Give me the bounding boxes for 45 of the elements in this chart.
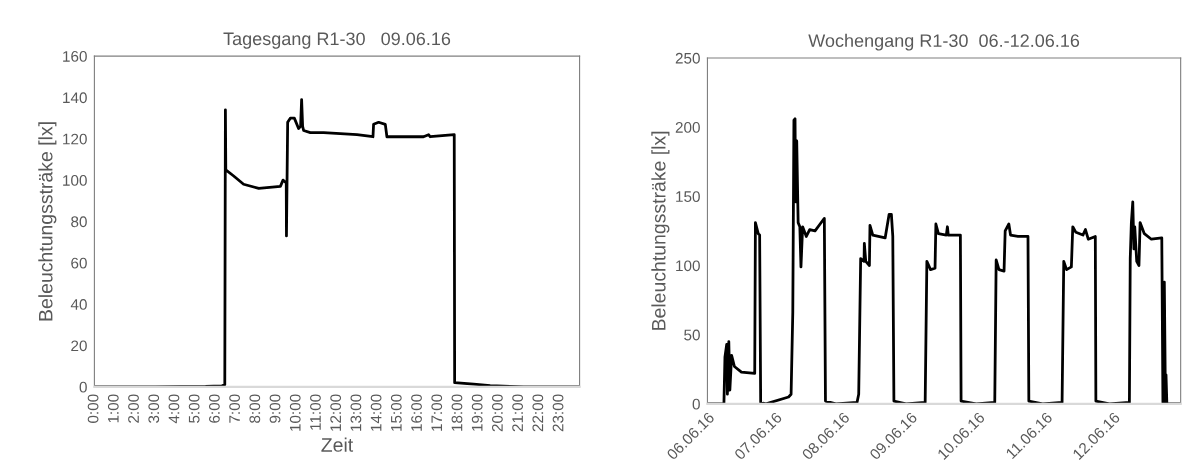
x-tick-label: 0:00 bbox=[87, 394, 99, 423]
x-tick-label: 1:00 bbox=[107, 394, 119, 423]
x-tick-label: 20:00 bbox=[492, 394, 503, 432]
y-axis-title: Beleuchtungssträke [lx] bbox=[38, 122, 57, 321]
x-tick-label: 13:00 bbox=[350, 394, 362, 431]
y-tick-label: 200 bbox=[675, 122, 700, 133]
y-tick-label: 50 bbox=[684, 329, 700, 341]
y-tick-label: 250 bbox=[675, 52, 700, 64]
line-series bbox=[94, 98, 580, 387]
x-tick-label: 14:00 bbox=[370, 394, 382, 431]
y-tick-label: 140 bbox=[63, 92, 87, 104]
y-tick-label: 150 bbox=[676, 191, 700, 203]
y-tick-label: 160 bbox=[63, 50, 87, 62]
x-tick-label: 16:00 bbox=[411, 394, 422, 431]
x-axis-title: Zeit bbox=[321, 437, 354, 452]
x-tick-label: 15:00 bbox=[390, 394, 402, 431]
x-tick-label: 10:00 bbox=[289, 394, 301, 431]
y-tick-label: 80 bbox=[71, 216, 87, 228]
x-tick-label: 2:00 bbox=[128, 394, 139, 423]
x-tick-label: 5:00 bbox=[188, 394, 200, 423]
chart-title: Wochengang R1-30 06.-12.06.16 bbox=[808, 33, 1080, 51]
x-tick-label: 9:00 bbox=[269, 394, 281, 423]
y-tick-label: 0 bbox=[79, 381, 87, 393]
x-tick-label: 3:00 bbox=[148, 394, 160, 423]
x-tick-label: 17:00 bbox=[431, 394, 443, 431]
x-tick-label: 11:00 bbox=[310, 394, 321, 430]
y-tick-label: 100 bbox=[676, 260, 700, 272]
y-tick-label: 60 bbox=[71, 257, 87, 269]
x-tick-label: 12:00 bbox=[330, 394, 342, 431]
chart-title: Tagesgang R1-30 09.06.16 bbox=[223, 32, 451, 49]
y-tick-label: 40 bbox=[70, 299, 87, 310]
x-tick-label: 6:00 bbox=[208, 394, 220, 423]
x-tick-label: 4:00 bbox=[168, 394, 180, 424]
x-tick-label: 22:00 bbox=[532, 394, 544, 432]
x-tick-label: 21:00 bbox=[512, 394, 524, 432]
x-tick-label: 19:00 bbox=[471, 394, 483, 431]
x-tick-label: 7:00 bbox=[229, 394, 241, 423]
y-tick-label: 0 bbox=[692, 398, 700, 410]
y-tick-label: 120 bbox=[63, 133, 87, 145]
y-tick-label: 20 bbox=[71, 340, 87, 352]
x-tick-label: 23:00 bbox=[552, 394, 564, 432]
y-tick-label: 100 bbox=[63, 175, 87, 186]
x-tick-label: 8:00 bbox=[249, 394, 261, 423]
y-axis-title: Beleuchtungssträke [lx] bbox=[651, 131, 670, 330]
x-tick-label: 18:00 bbox=[451, 394, 463, 431]
